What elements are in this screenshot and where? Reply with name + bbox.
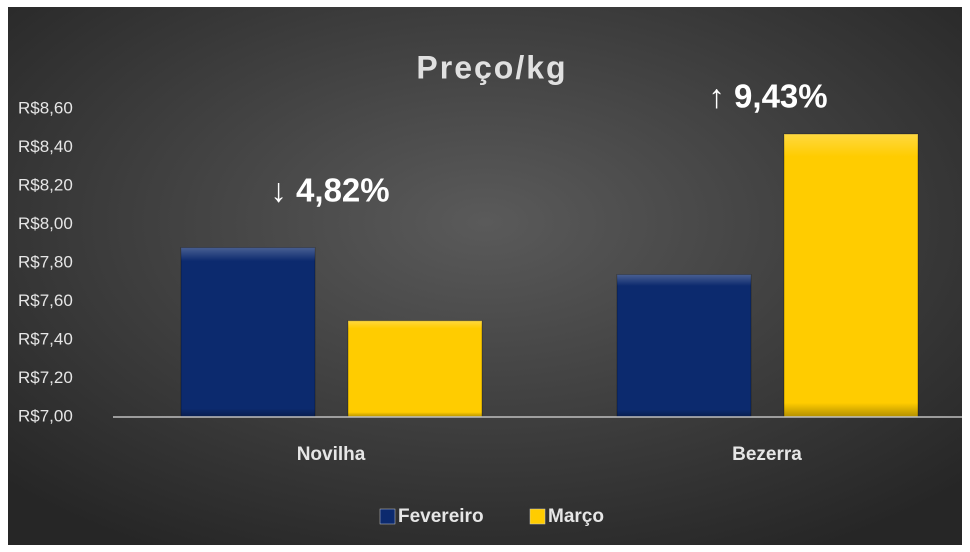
annotation: ↑ 9,43%	[708, 78, 827, 115]
y-tick-label: R$8,60	[18, 98, 73, 117]
annotation: ↓ 4,82%	[270, 171, 389, 208]
bar	[783, 133, 919, 418]
bar	[616, 274, 752, 418]
y-tick-label: R$8,00	[18, 214, 73, 233]
y-tick-label: R$7,00	[18, 406, 73, 425]
legend-label: Março	[548, 506, 604, 527]
legend-swatch	[379, 508, 396, 525]
bar	[347, 320, 483, 418]
x-tick-label: Bezerra	[732, 444, 802, 465]
legend-label: Fevereiro	[398, 506, 484, 527]
y-tick-label: R$7,60	[18, 291, 73, 310]
chart-title: Preço/kg	[416, 49, 567, 85]
y-tick-label: R$8,20	[18, 175, 73, 194]
y-tick-label: R$8,40	[18, 137, 73, 156]
y-tick-label: R$7,40	[18, 329, 73, 348]
y-tick-label: R$7,20	[18, 368, 73, 387]
x-tick-label: Novilha	[297, 444, 366, 465]
bar	[180, 247, 316, 418]
legend-swatch	[529, 508, 546, 525]
y-tick-label: R$7,80	[18, 252, 73, 271]
